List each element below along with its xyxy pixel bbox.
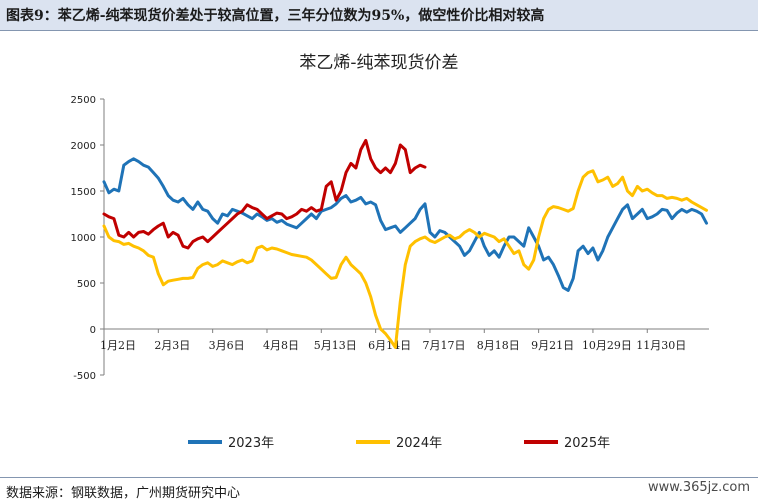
x-tick-label: 2月3日 (154, 339, 190, 352)
x-tick-label: 11月30日 (636, 339, 686, 352)
chart-title: 苯乙烯-纯苯现货价差 (299, 53, 458, 73)
x-tick-label: 1月2日 (100, 339, 136, 352)
x-tick-label: 7月17日 (422, 339, 465, 352)
y-tick-label: 1500 (71, 187, 96, 198)
watermark: www.365jz.com (648, 480, 750, 495)
y-tick-label: 2000 (71, 141, 96, 152)
figure-caption: 图表9：苯乙烯-纯苯现货价差处于较高位置，三年分位数为95%，做空性价比相对较高 (6, 8, 545, 24)
x-tick-label: 6月14日 (368, 339, 411, 352)
y-tick-label: 500 (77, 279, 96, 290)
x-tick-label: 4月8日 (263, 339, 299, 352)
y-tick-label: 2500 (71, 95, 96, 106)
x-tick-label: 3月6日 (209, 339, 245, 352)
y-tick-label: 1000 (71, 233, 96, 244)
figure-header: 图表9：苯乙烯-纯苯现货价差处于较高位置，三年分位数为95%，做空性价比相对较高 (0, 0, 758, 31)
legend-label: 2023年 (228, 436, 274, 451)
legend-label: 2024年 (396, 436, 442, 451)
x-tick-label: 8月18日 (477, 339, 520, 352)
series-line-3 (102, 138, 427, 250)
footer-divider (0, 477, 758, 478)
series-line-2 (102, 169, 708, 349)
series-line-1 (102, 157, 708, 292)
legend: 2023年 2024年 2025年 (188, 436, 610, 451)
x-tick-label: 9月21日 (531, 339, 574, 352)
data-source: 数据来源：钢联数据，广州期货研究中心 (6, 486, 241, 501)
x-tick-label: 5月13日 (314, 339, 357, 352)
y-tick-label: 0 (90, 325, 96, 336)
y-tick-label: -500 (73, 371, 96, 382)
x-tick-label: 10月29日 (582, 339, 632, 352)
legend-label: 2025年 (564, 436, 610, 451)
